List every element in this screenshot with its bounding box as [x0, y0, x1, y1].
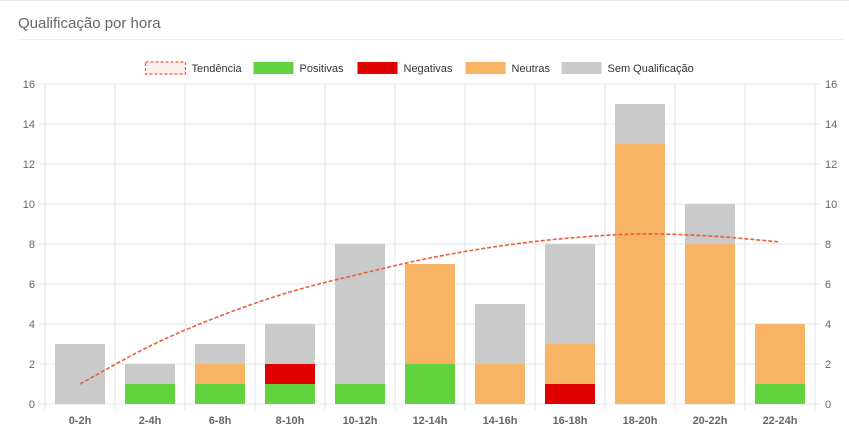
- bar-segment: [545, 384, 595, 404]
- legend-label: Negativas: [404, 63, 453, 75]
- y-tick-label-right: 10: [825, 199, 837, 211]
- bar-segment: [755, 324, 805, 384]
- x-tick-label: 20-22h: [693, 415, 728, 427]
- trend-line: [79, 233, 781, 385]
- bar-segment: [545, 244, 595, 344]
- y-tick-label-right: 2: [825, 359, 831, 371]
- title-divider: [18, 39, 844, 40]
- y-tick-label-left: 16: [23, 79, 35, 91]
- y-tick-label-left: 12: [23, 159, 35, 171]
- legend-swatch-trend: [144, 61, 187, 75]
- bar-segment: [195, 384, 245, 404]
- bar-segment: [335, 244, 385, 384]
- legend-swatch: [465, 62, 506, 74]
- y-tick-label-right: 8: [825, 239, 831, 251]
- y-tick-label-right: 12: [825, 159, 837, 171]
- bar-segment: [195, 364, 245, 384]
- legend-label: Positivas: [300, 63, 345, 75]
- bar-segment: [335, 384, 385, 404]
- x-tick-label: 12-14h: [413, 415, 448, 427]
- card-title: Qualificação por hora: [18, 15, 161, 32]
- bar-segment: [265, 384, 315, 404]
- y-tick-label-left: 14: [23, 119, 35, 131]
- x-tick-label: 18-20h: [623, 415, 658, 427]
- x-tick-label: 14-16h: [483, 415, 518, 427]
- bar-segment: [685, 244, 735, 404]
- bar-segment: [125, 384, 175, 404]
- legend-swatch: [357, 62, 398, 74]
- y-tick-label-left: 2: [29, 359, 35, 371]
- legend-label: Tendência: [192, 63, 243, 75]
- y-tick-label-left: 4: [29, 319, 35, 331]
- y-tick-label-right: 14: [825, 119, 837, 131]
- y-tick-label-left: 6: [29, 279, 35, 291]
- y-tick-label-right: 0: [825, 399, 831, 411]
- bar-segment: [615, 104, 665, 144]
- legend-label: Neutras: [512, 63, 551, 75]
- bar-segment: [755, 384, 805, 404]
- legend-swatch: [253, 62, 294, 74]
- y-tick-label-right: 16: [825, 79, 837, 91]
- x-tick-label: 16-18h: [553, 415, 588, 427]
- x-tick-label: 2-4h: [139, 415, 162, 427]
- y-tick-label-left: 10: [23, 199, 35, 211]
- y-tick-label-left: 0: [29, 399, 35, 411]
- y-tick-label-right: 6: [825, 279, 831, 291]
- bar-segment: [475, 304, 525, 364]
- legend-swatch: [561, 62, 602, 74]
- bar-segment: [405, 364, 455, 404]
- x-tick-label: 10-12h: [343, 415, 378, 427]
- y-tick-label-right: 4: [825, 319, 831, 331]
- bar-segment: [265, 364, 315, 384]
- bar-segment: [195, 344, 245, 364]
- bar-segment: [615, 144, 665, 404]
- bar-segment: [125, 364, 175, 384]
- x-tick-label: 22-24h: [763, 415, 798, 427]
- x-tick-label: 0-2h: [69, 415, 92, 427]
- x-tick-label: 6-8h: [209, 415, 232, 427]
- bar-segment: [545, 344, 595, 384]
- legend-label: Sem Qualificação: [608, 63, 694, 75]
- y-tick-label-left: 8: [29, 239, 35, 251]
- bar-segment: [475, 364, 525, 404]
- bar-segment: [405, 264, 455, 364]
- bar-segment: [265, 324, 315, 364]
- x-tick-label: 8-10h: [276, 415, 305, 427]
